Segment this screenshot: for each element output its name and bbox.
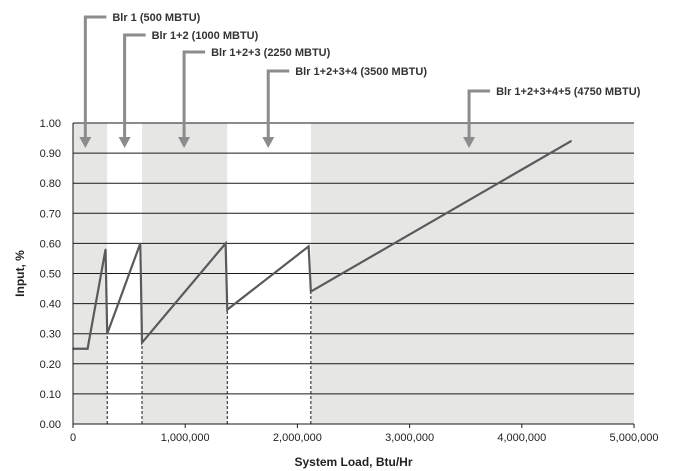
- callout-arrow-line: [182, 50, 206, 139]
- x-axis-title: System Load, Btu/Hr: [294, 455, 412, 469]
- stage-label: Blr 1+2+3 (2250 MBTU): [211, 47, 331, 59]
- data-point: [570, 140, 572, 142]
- y-tick-label: 0.80: [40, 178, 61, 190]
- callout-arrow-head: [79, 137, 92, 148]
- data-point: [104, 248, 107, 251]
- callout-arrow-line: [266, 69, 290, 139]
- x-tick-label: 4,000,000: [497, 432, 546, 444]
- y-axis-title: Input, %: [13, 250, 27, 297]
- callout-arrow-head: [118, 137, 131, 148]
- y-tick-label: 0.40: [40, 299, 61, 311]
- stage-label: Blr 1+2+3+4 (3500 MBTU): [295, 66, 427, 78]
- x-tick-label: 5,000,000: [610, 432, 659, 444]
- callout-arrow-head: [463, 137, 476, 148]
- y-tick-label: 0.70: [40, 208, 61, 220]
- y-tick-label: 0.50: [40, 269, 61, 281]
- y-tick-label: 0.00: [40, 419, 61, 431]
- callout-arrow-line: [123, 33, 146, 139]
- stage-callout: Blr 1+2+3 (2250 MBTU): [178, 47, 331, 148]
- stage-callout: Blr 1 (500 MBTU): [79, 12, 201, 148]
- x-tick-label: 1,000,000: [161, 432, 210, 444]
- x-tick-label: 2,000,000: [273, 432, 322, 444]
- grid-lines: [73, 122, 634, 425]
- x-tick-label: 0: [70, 432, 76, 444]
- axes: [72, 123, 635, 428]
- data-point: [307, 245, 310, 248]
- stage-callout: Blr 1+2 (1000 MBTU): [118, 30, 259, 148]
- stage-callout: Blr 1+2+3+4+5 (4750 MBTU): [463, 86, 641, 148]
- y-tick-label: 0.60: [40, 238, 61, 250]
- y-tick-labels: 0.00 0.10 0.20 0.30 0.40 0.50 0.60 0.70 0.80 0.90…: [40, 118, 61, 431]
- x-tick-label: 3,000,000: [385, 432, 434, 444]
- callout-arrow-head: [262, 137, 275, 148]
- data-point: [106, 332, 109, 335]
- callout-arrow-head: [178, 137, 191, 148]
- data-point: [224, 242, 227, 245]
- stage-change-lines: [106, 291, 312, 424]
- data-point: [226, 308, 229, 311]
- data-point: [139, 242, 142, 245]
- stage-label: Blr 1 (500 MBTU): [112, 12, 200, 24]
- stage-label: Blr 1+2+3+4+5 (4750 MBTU): [496, 86, 641, 98]
- stage-callout: Blr 1+2+3+4 (3500 MBTU): [262, 66, 427, 148]
- callout-arrow-line: [83, 15, 107, 139]
- x-tick-labels: 0 1,000,000 2,000,000 3,000,000 4,000,000 5,0…: [70, 432, 659, 444]
- stage-callouts: Blr 1 (500 MBTU) Blr 1+2 (1000 MBTU) Blr 1…: [79, 12, 641, 148]
- y-tick-label: 0.10: [40, 389, 61, 401]
- stage-label: Blr 1+2 (1000 MBTU): [152, 30, 259, 42]
- y-tick-label: 1.00: [40, 118, 61, 130]
- y-tick-label: 0.30: [40, 329, 61, 341]
- data-point: [86, 347, 89, 350]
- data-point: [141, 341, 143, 344]
- callout-arrow-line: [467, 89, 491, 139]
- y-tick-label: 0.90: [40, 148, 61, 160]
- data-point: [310, 290, 312, 293]
- y-tick-label: 0.20: [40, 359, 61, 371]
